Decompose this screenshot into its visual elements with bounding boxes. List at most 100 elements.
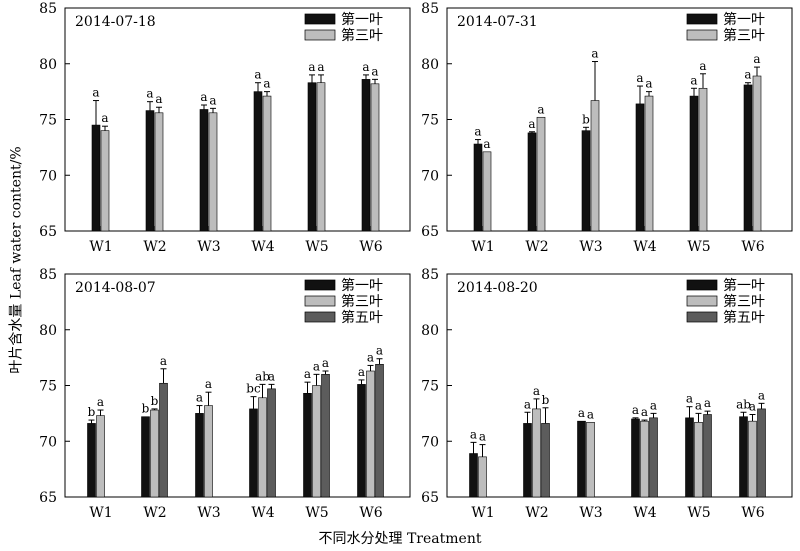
legend-swatch (304, 311, 336, 323)
x-tick-label: W4 (633, 239, 656, 255)
significance-label: a (744, 68, 751, 82)
significance-label: a (155, 92, 162, 106)
y-tick-label: 65 (421, 224, 439, 240)
y-tick-label: 70 (421, 434, 439, 450)
significance-label: a (200, 90, 207, 104)
bar (536, 116, 546, 232)
significance-label: a (690, 73, 697, 87)
significance-label: a (479, 430, 486, 444)
significance-label: a (308, 60, 315, 74)
x-tick-label: W3 (197, 239, 220, 255)
significance-label: a (483, 137, 490, 151)
x-tick-label: W6 (741, 505, 764, 521)
significance-label: a (686, 392, 693, 406)
bar (703, 414, 712, 498)
significance-label: bc (246, 382, 261, 396)
y-tick-label: 85 (39, 267, 57, 283)
bar (694, 421, 703, 498)
x-tick-label: W6 (741, 239, 764, 255)
bar (649, 417, 658, 498)
significance-label: a (474, 125, 481, 139)
significance-label: a (101, 111, 108, 125)
significance-label: a (196, 391, 203, 405)
legend-label: 第三叶 (341, 293, 383, 310)
bar (640, 420, 649, 498)
bar (631, 418, 640, 498)
legend-label: 第三叶 (723, 293, 765, 310)
y-tick-label: 85 (39, 1, 57, 17)
significance-label: a (528, 117, 535, 131)
legend-swatch (304, 279, 336, 291)
panel-title: 2014-08-07 (75, 280, 156, 296)
y-tick-label: 75 (421, 113, 439, 129)
y-tick-label: 75 (421, 379, 439, 395)
x-tick-label: W4 (251, 239, 274, 255)
significance-label: a (587, 407, 594, 421)
significance-label: a (254, 68, 261, 82)
significance-label: a (537, 102, 544, 116)
significance-label: a (313, 359, 320, 373)
bar (532, 408, 541, 498)
significance-label: a (641, 405, 648, 419)
significance-label: a (749, 399, 756, 413)
x-tick-label: W2 (525, 239, 548, 255)
y-tick-label: 85 (421, 267, 439, 283)
bar (478, 456, 487, 498)
y-tick-label: 80 (421, 323, 439, 339)
legend-swatch (304, 29, 336, 41)
bar (757, 408, 766, 498)
significance-label: a (376, 344, 383, 358)
x-tick-label: W2 (143, 239, 166, 255)
bar (586, 421, 595, 498)
significance-label: a (317, 60, 324, 74)
y-tick-label: 80 (421, 57, 439, 73)
significance-label: a (160, 354, 167, 368)
legend-swatch (686, 29, 718, 41)
y-tick-label: 80 (39, 323, 57, 339)
legend-swatch (686, 279, 718, 291)
significance-label: ab (255, 369, 270, 383)
significance-label: a (524, 397, 531, 411)
significance-label: a (470, 427, 477, 441)
significance-label: a (322, 356, 329, 370)
x-tick-label: W5 (305, 505, 328, 521)
y-tick-label: 85 (421, 1, 439, 17)
y-tick-label: 80 (39, 57, 57, 73)
y-tick-label: 75 (39, 379, 57, 395)
significance-label: a (362, 60, 369, 74)
bar (482, 151, 492, 232)
x-axis-title: 不同水分处理 Treatment (318, 531, 482, 547)
x-tick-label: W1 (89, 505, 112, 521)
significance-label: a (146, 87, 153, 101)
legend-label: 第五叶 (723, 309, 765, 326)
legend-label: 第三叶 (723, 27, 765, 44)
significance-label: a (209, 93, 216, 107)
significance-label: a (695, 398, 702, 412)
bar (141, 416, 150, 498)
x-tick-label: W4 (633, 505, 656, 521)
x-tick-label: W1 (471, 505, 494, 521)
x-tick-label: W1 (89, 239, 112, 255)
x-tick-label: W1 (471, 239, 494, 255)
significance-label: a (304, 367, 311, 381)
x-tick-label: W6 (359, 505, 382, 521)
legend-label: 第一叶 (723, 11, 765, 28)
significance-label: a (578, 406, 585, 420)
legend-label: 第一叶 (341, 277, 383, 294)
x-tick-label: W3 (579, 239, 602, 255)
bar (541, 423, 550, 498)
bar (748, 420, 757, 498)
significance-label: a (645, 77, 652, 91)
y-tick-label: 65 (39, 490, 57, 506)
x-tick-label: W3 (197, 505, 220, 521)
bar (739, 416, 748, 498)
bar (469, 453, 478, 498)
significance-label: b (582, 112, 590, 126)
significance-label: a (92, 86, 99, 100)
y-tick-label: 70 (39, 434, 57, 450)
significance-label: b (542, 393, 550, 407)
